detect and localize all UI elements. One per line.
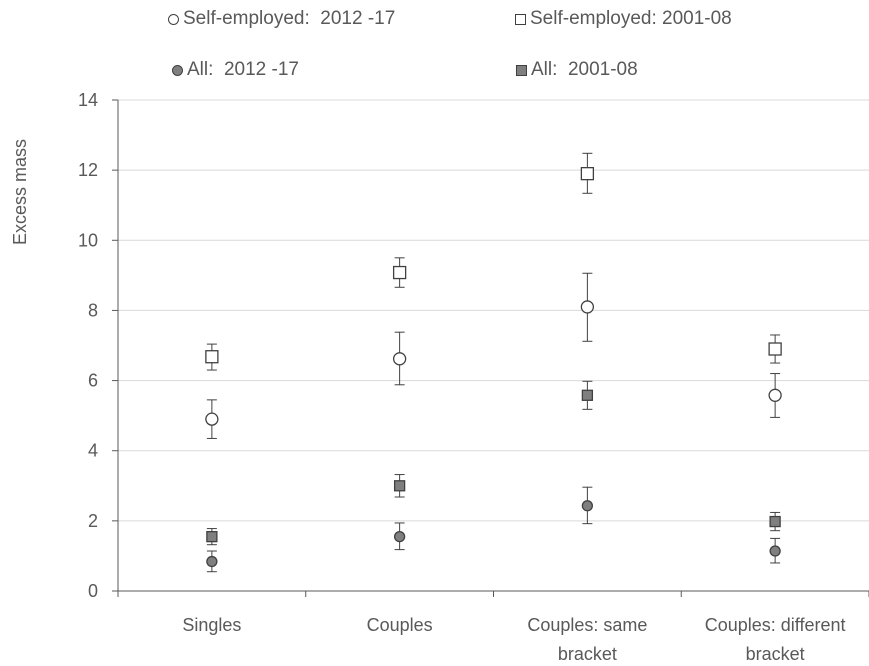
y-tick-label: 2 [88,511,98,531]
data-point-open-circle [580,300,595,314]
y-tick-label: 6 [88,371,98,391]
data-point-filled-circle [206,555,218,568]
data-point-open-circle [205,412,219,426]
legend-label: All: 2001-08 [531,59,638,80]
gridlines [118,99,869,522]
data-point-open-circle [392,352,407,366]
legend-label: All: 2012 -17 [187,59,299,80]
legend-item-all-2012-17: All: 2012 -17 [172,59,299,81]
legend-item-all-2001-08: All: 2001-08 [516,59,638,81]
x-tick-label: Singles [182,615,241,635]
legend-item-self-employed-2001-08: Self-employed: 2001-08 [515,8,732,30]
legend-marker-open-circle [168,13,179,25]
x-tick-label: Couples: same bracket [527,615,647,664]
y-tick-label: 12 [78,160,98,180]
y-tick-label: 0 [88,581,98,601]
y-tick-label: 10 [78,230,98,250]
data-point-filled-circle [393,530,406,543]
data-point-filled-square [393,480,406,492]
data-point-open-square [768,342,782,356]
y-axis-label: Excess mass [10,139,30,245]
y-tick-label: 8 [88,300,98,320]
data-points [205,152,782,573]
data-point-open-square [580,166,595,181]
data-point-open-square [392,265,407,280]
data-point-filled-square [769,515,781,528]
x-tick-label: Couples [367,615,433,635]
data-point-open-square [205,350,219,364]
legend-label: Self-employed: 2001-08 [530,8,732,29]
legend-marker-filled-square [516,64,527,76]
data-point-filled-circle [769,545,781,557]
legend-label: Self-employed: 2012 -17 [183,8,396,29]
legend-item-self-employed-2012-17: Self-employed: 2012 -17 [168,8,395,30]
axes: 0 2 4 6 8 10 12 14 Singles Couples Couples: same br… [78,90,869,664]
legend-marker-filled-circle [172,64,183,76]
y-tick-label: 4 [88,441,98,461]
data-point-open-circle [768,388,782,402]
legend-marker-open-square [515,13,526,25]
data-point-filled-square [206,530,218,543]
data-point-filled-square [581,389,594,401]
y-tick-label: 14 [78,90,98,110]
x-tick-label: Couples: different bracket [705,615,846,664]
data-point-filled-circle [581,500,594,512]
